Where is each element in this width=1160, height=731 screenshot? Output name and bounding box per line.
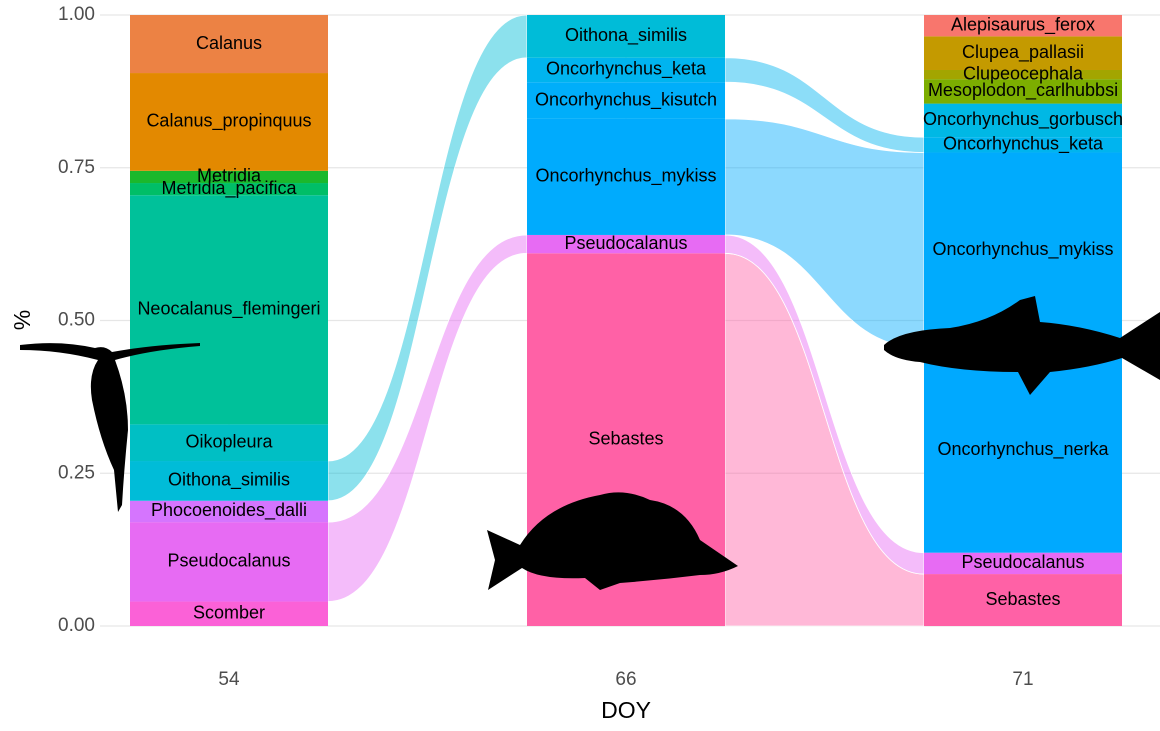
- stratum-label: Clupeocephala: [963, 63, 1084, 83]
- stratum-label: Calanus_propinquus: [146, 111, 311, 132]
- stratum-label: Pseudocalanus: [564, 233, 687, 253]
- stratum-label: Clupea_pallasii: [962, 42, 1084, 63]
- stratum-label: Phocoenoides_dalli: [151, 500, 307, 521]
- y-tick-label: 0.25: [58, 462, 95, 483]
- y-tick-label: 1.00: [58, 4, 95, 25]
- stratum-label: Oncorhynchus_kisutch: [535, 89, 717, 110]
- stratum-label: Calanus: [196, 33, 262, 53]
- stratum-label: Pseudocalanus: [961, 552, 1084, 572]
- stratum-label: Neocalanus_flemingeri: [137, 299, 320, 320]
- stratum-label: Oncorhynchus_keta: [546, 59, 707, 80]
- y-axis-label: %: [9, 310, 35, 330]
- stratum-label: Oikopleura: [185, 431, 273, 451]
- stratum-label: Oncorhynchus_mykiss: [932, 239, 1113, 260]
- x-tick-label: 71: [1012, 669, 1033, 690]
- stratum-label: Scomber: [193, 603, 265, 623]
- stratum-label: Sebastes: [588, 428, 663, 448]
- stratum-label: Pseudocalanus: [167, 551, 290, 571]
- x-tick-label: 54: [218, 669, 240, 690]
- stratum-label: Alepisaurus_ferox: [951, 14, 1095, 35]
- page: Scomber Sebastes Sebastes Pseudocalanus Pseu…: [0, 0, 1160, 731]
- stratum-label: Oithona_similis: [168, 470, 290, 491]
- x-axis-label: DOY: [601, 697, 651, 723]
- stratum-label: Sebastes: [985, 589, 1060, 609]
- stratum-label: Oncorhynchus_mykiss: [535, 166, 716, 187]
- y-tick-label: 0.75: [58, 157, 95, 178]
- stratum-label: Oncorhynchus_gorbusch: [923, 109, 1123, 130]
- chart: Scomber Sebastes Sebastes Pseudocalanus Pseu…: [0, 0, 1160, 726]
- stratum-label: Oncorhynchus_nerka: [937, 439, 1109, 460]
- stratum-label: Oncorhynchus_keta: [943, 134, 1104, 155]
- y-tick-label: 0.00: [58, 615, 95, 636]
- stratum-label: Metridia: [197, 166, 262, 186]
- x-tick-label: 66: [615, 669, 636, 690]
- y-tick-label: 0.50: [58, 310, 95, 331]
- stratum-label: Oithona_similis: [565, 25, 687, 46]
